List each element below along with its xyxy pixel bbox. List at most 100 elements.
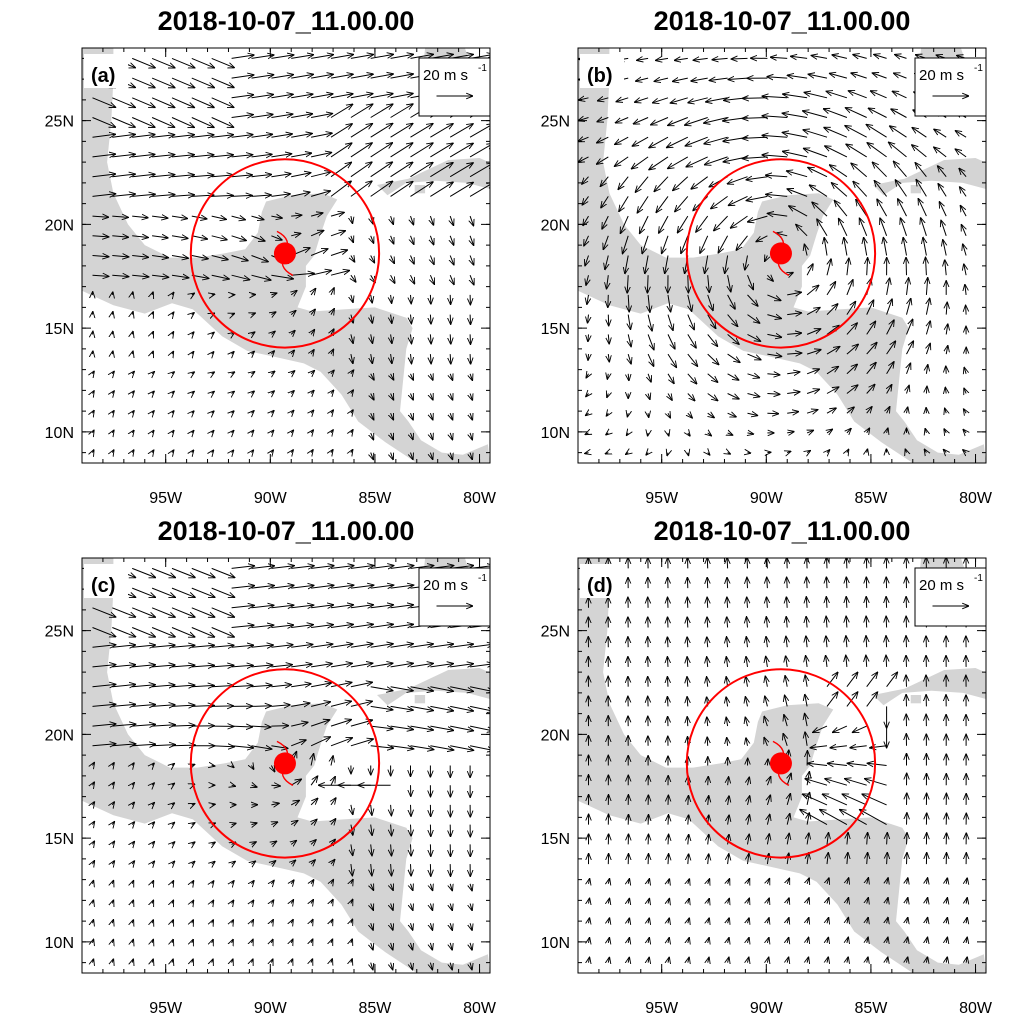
- panel-label-bg-b: [580, 54, 624, 88]
- wind-vector-b-272: [811, 56, 828, 59]
- wind-vector-b-8: [587, 294, 589, 304]
- wind-vector-a-222: [291, 215, 301, 216]
- wind-vector-b-103: [654, 78, 669, 81]
- wind-vector-a-356: [410, 54, 434, 59]
- wind-vector-d-333: [886, 597, 887, 608]
- wind-vector-b-347: [900, 218, 907, 236]
- wind-vector-b-121: [667, 136, 689, 147]
- wind-vector-b-155: [727, 294, 736, 309]
- wind-vector-a-240: [310, 271, 331, 276]
- wind-vector-a-139: [211, 195, 233, 196]
- wind-vector-a-137: [211, 236, 227, 240]
- wind-vector-a-348: [411, 215, 414, 225]
- wind-vector-a-193: [271, 371, 274, 374]
- wind-vector-a-213: [291, 391, 294, 394]
- wind-vector-b-111: [687, 334, 696, 348]
- wind-vector-b-274: [847, 429, 851, 433]
- y-tick-label-c-1: 15N: [45, 831, 74, 848]
- wind-vector-a-72: [152, 275, 169, 277]
- wind-vector-b-166: [709, 78, 728, 80]
- wind-vector-a-84: [172, 450, 174, 453]
- wind-vector-a-380: [450, 413, 452, 420]
- wind-vector-a-287: [350, 162, 372, 178]
- wind-vector-b-65: [648, 413, 649, 417]
- y-tick-label-b-1: 15N: [541, 321, 570, 338]
- wind-vector-a-150: [232, 391, 235, 393]
- wind-vector-a-316: [391, 433, 394, 440]
- wind-vector-b-92: [668, 294, 671, 312]
- wind-vector-a-345: [411, 274, 415, 284]
- wind-vector-b-200: [756, 235, 768, 242]
- wind-vector-a-292: [350, 74, 373, 79]
- wind-vector-a-114: [191, 275, 209, 278]
- wind-vector-b-75: [640, 215, 649, 233]
- wind-vector-a-399: [470, 452, 472, 460]
- wind-vector-a-141: [211, 155, 234, 157]
- wind-vector-b-58: [615, 136, 629, 144]
- wind-vector-b-257: [826, 347, 840, 355]
- wind-vector-a-271: [330, 74, 353, 79]
- wind-vector-a-409: [470, 255, 474, 266]
- wind-vector-a-96: [171, 216, 187, 218]
- wind-vector-a-262: [330, 250, 347, 256]
- wind-vector-b-88: [667, 373, 674, 384]
- wind-vector-a-80: [151, 117, 175, 128]
- land-cuba-b: [873, 158, 986, 196]
- wind-vector-a-328: [390, 182, 413, 197]
- wind-vector-b-238: [806, 308, 820, 316]
- wind-vector-d-229: [787, 577, 788, 589]
- wind-vector-b-191: [767, 413, 778, 414]
- wind-vector-a-12: [92, 216, 109, 217]
- wind-vector-b-351: [889, 142, 907, 158]
- wind-vector-b-332: [868, 108, 887, 118]
- wind-vector-b-48: [628, 334, 631, 346]
- chart-svg-a: 2018-10-07_11.00.00 95W 90W 85W 80W 10N 15N 20N…: [45, 6, 497, 507]
- wind-vector-b-212: [787, 412, 798, 414]
- wind-vector-a-370: [430, 182, 453, 197]
- wind-vector-a-78: [152, 155, 175, 157]
- wind-vector-b-47: [628, 353, 631, 364]
- panel-title-b: 2018-10-07_11.00.00: [654, 6, 911, 36]
- wind-vector-d-97: [667, 697, 668, 707]
- wind-vector-a-388: [450, 255, 454, 265]
- wind-vector-b-343: [906, 299, 911, 315]
- wind-vector-b-107: [688, 413, 692, 418]
- wind-vector-a-288: [350, 143, 372, 158]
- wind-vector-b-63: [646, 453, 648, 455]
- wind-vector-d-89: [668, 854, 669, 865]
- wind-vector-a-90: [172, 332, 174, 335]
- wind-vector-a-410: [470, 235, 474, 246]
- wind-vector-b-117: [678, 215, 689, 233]
- wind-vector-b-304: [864, 238, 867, 256]
- wind-vector-b-132: [707, 334, 718, 346]
- x-tick-label-b-2: 85W: [854, 490, 888, 507]
- wind-vector-a-122: [191, 117, 214, 128]
- wind-vector-b-110: [687, 353, 698, 366]
- wind-vector-d-270: [826, 597, 827, 608]
- wind-vector-a-174: [252, 332, 255, 334]
- wind-vector-b-46: [628, 373, 629, 381]
- wind-vector-c-12: [92, 724, 116, 726]
- wind-vector-b-44: [627, 413, 628, 417]
- wind-vector-a-86: [172, 411, 174, 413]
- wind-vector-b-346: [903, 238, 906, 256]
- wind-vector-a-347: [411, 235, 414, 245]
- wind-vector-a-179: [251, 235, 265, 241]
- wind-vector-a-184: [251, 134, 273, 137]
- wind-vector-d-122: [687, 617, 688, 628]
- wind-vector-a-232: [311, 430, 313, 433]
- wind-vector-b-393: [934, 147, 947, 158]
- wind-vector-a-344: [411, 294, 412, 304]
- wind-vector-a-54: [132, 216, 148, 218]
- wind-vector-a-144: [211, 97, 234, 108]
- wind-vector-a-295: [371, 432, 374, 440]
- wind-vector-a-267: [330, 143, 352, 158]
- wind-vector-a-175: [252, 313, 256, 315]
- wind-vector-a-330: [390, 143, 413, 158]
- wind-vector-a-101: [171, 117, 194, 128]
- wind-vector-b-97: [656, 196, 669, 212]
- wind-vector-b-309: [846, 144, 867, 158]
- wind-vector-b-277: [846, 364, 857, 375]
- wind-vector-b-246: [783, 151, 808, 158]
- wind-vector-a-2: [93, 411, 95, 414]
